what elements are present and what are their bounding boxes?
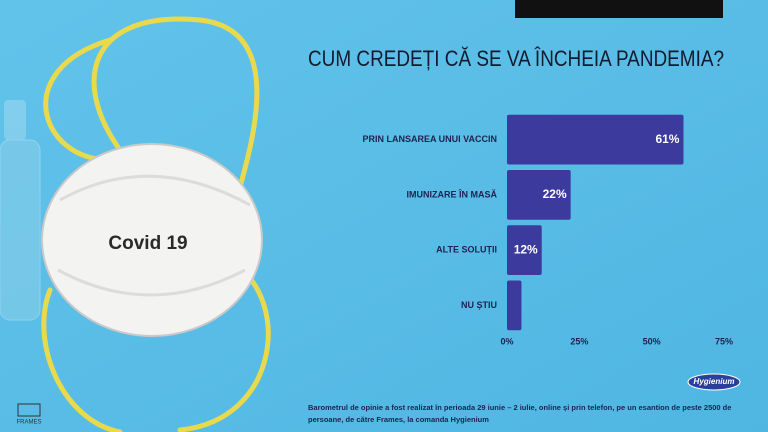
footnote: persoane, de către Frames, la comanda Hy…	[308, 415, 489, 424]
bottle	[0, 100, 41, 321]
y-tick-label: NU ȘTIU	[461, 300, 497, 310]
footnote: Barometrul de opinie a fost realizat în …	[308, 403, 731, 412]
top-bar	[515, 0, 723, 18]
logo-right-badge	[687, 373, 741, 391]
bar	[507, 170, 571, 220]
bar	[507, 114, 684, 165]
mask-straps	[41, 16, 271, 432]
y-tick-label: IMUNIZARE ÎN MASĂ	[407, 188, 498, 199]
x-tick-label: 0%	[500, 336, 513, 346]
bar	[507, 280, 522, 331]
mask-seam	[59, 174, 251, 207]
logo-right: Hygienium	[694, 377, 735, 386]
y-tick-label: PRIN LANSAREA UNUI VACCIN	[362, 134, 497, 144]
y-tick-label: ALTE SOLUȚII	[436, 245, 497, 255]
data-label: 61%	[655, 132, 679, 146]
x-tick-label: 50%	[643, 336, 661, 346]
mask-text: Covid 19	[108, 233, 187, 254]
logo-frame	[17, 403, 41, 417]
x-tick-label: 25%	[570, 336, 588, 346]
mask-seam	[57, 268, 246, 297]
bar	[507, 225, 542, 275]
data-label: 12%	[514, 242, 538, 256]
data-label: 22%	[543, 187, 567, 201]
x-tick-label: 75%	[715, 336, 733, 346]
logo-left: FRAMES	[16, 420, 41, 426]
chart-title: CUM CREDEȚI CĂ SE VA ÎNCHEIA PANDEMIA?	[308, 46, 724, 71]
